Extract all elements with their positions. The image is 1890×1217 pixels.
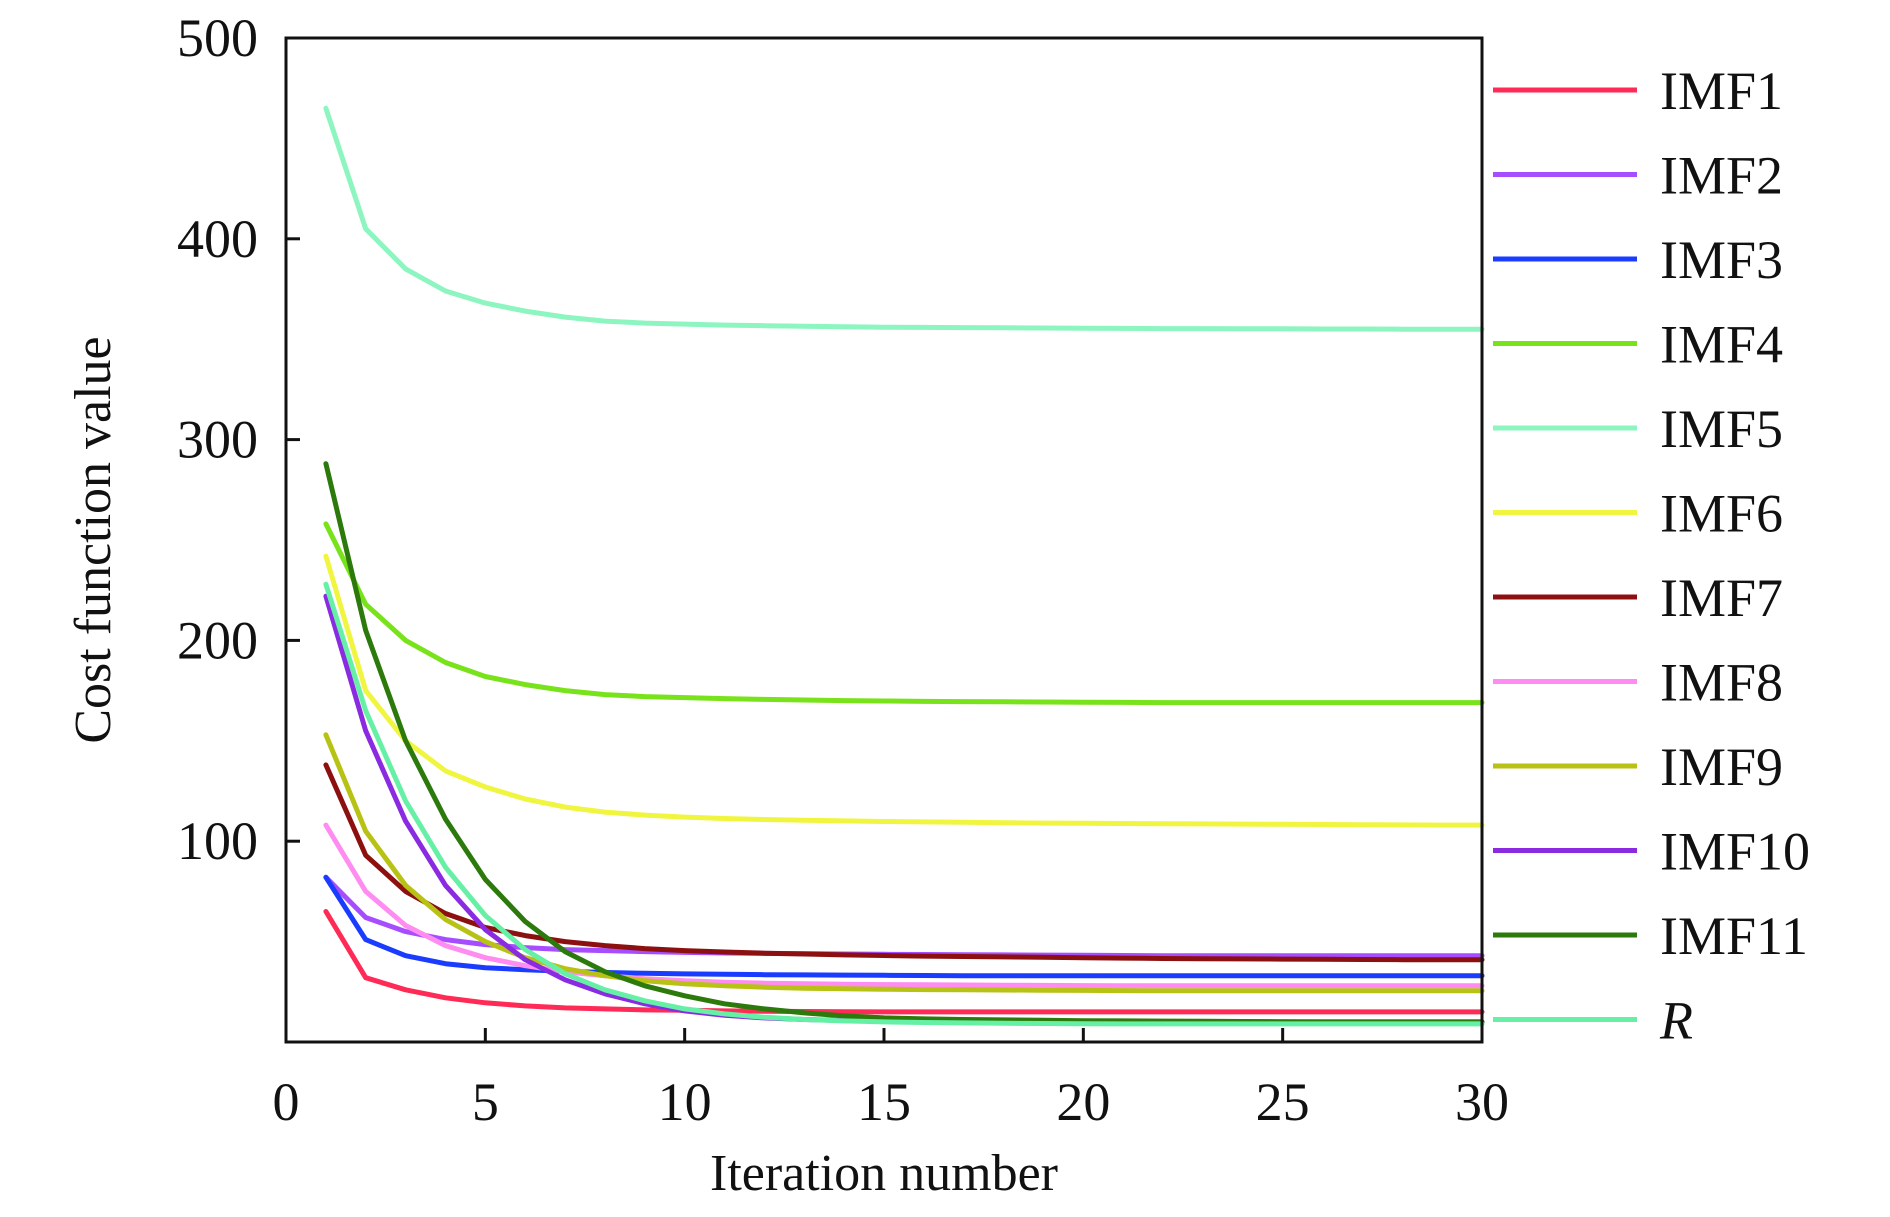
- x-tick-label: 10: [658, 1072, 712, 1132]
- legend-label-imf6: IMF6: [1660, 484, 1783, 544]
- legend-label-imf3: IMF3: [1660, 230, 1783, 290]
- series-line-imf2: [323, 874, 1485, 959]
- series-line-imf7: [323, 762, 1485, 963]
- series-line-imf8: [323, 822, 1485, 989]
- series-line-r: [323, 581, 1485, 1027]
- legend-label-imf10: IMF10: [1660, 822, 1810, 882]
- x-tick-label: 15: [857, 1072, 911, 1132]
- legend-label-imf5: IMF5: [1660, 399, 1783, 459]
- y-axis-ticks: 100 200 300 400 500: [177, 8, 300, 871]
- x-tick-label: 5: [472, 1072, 499, 1132]
- x-axis-ticks: 0 5 10 15 20 25 30: [273, 1028, 1509, 1132]
- legend: IMF1 IMF2 IMF3 IMF4 IMF5 IMF6 IMF7 IMF8 IMF9 IMF1…: [1493, 61, 1810, 1051]
- x-tick-label: 0: [273, 1072, 300, 1132]
- series-line-imf6: [323, 553, 1485, 828]
- y-tick-label: 100: [177, 811, 258, 871]
- legend-label-r: R: [1659, 991, 1693, 1051]
- legend-label-imf1: IMF1: [1660, 61, 1783, 121]
- x-axis-label: Iteration number: [710, 1145, 1058, 1202]
- series-line-imf5: [323, 105, 1485, 332]
- series-line-imf3: [323, 874, 1485, 979]
- y-tick-label: 500: [177, 8, 258, 68]
- y-tick-label: 200: [177, 610, 258, 670]
- y-axis-label: Cost function value: [65, 336, 122, 743]
- legend-label-imf7: IMF7: [1660, 568, 1783, 628]
- legend-label-imf11: IMF11: [1660, 906, 1808, 966]
- series-line-imf1: [323, 909, 1485, 1015]
- plot-frame: [284, 36, 1484, 1044]
- series-lines: [323, 105, 1485, 1027]
- x-tick-label: 20: [1056, 1072, 1110, 1132]
- legend-label-imf9: IMF9: [1660, 737, 1783, 797]
- legend-label-imf4: IMF4: [1660, 315, 1783, 375]
- x-tick-label: 25: [1256, 1072, 1310, 1132]
- x-tick-label: 30: [1455, 1072, 1509, 1132]
- y-tick-label: 400: [177, 209, 258, 269]
- series-line-imf4: [323, 521, 1485, 706]
- legend-label-imf8: IMF8: [1660, 653, 1783, 713]
- legend-label-imf2: IMF2: [1660, 146, 1783, 206]
- y-tick-label: 300: [177, 410, 258, 470]
